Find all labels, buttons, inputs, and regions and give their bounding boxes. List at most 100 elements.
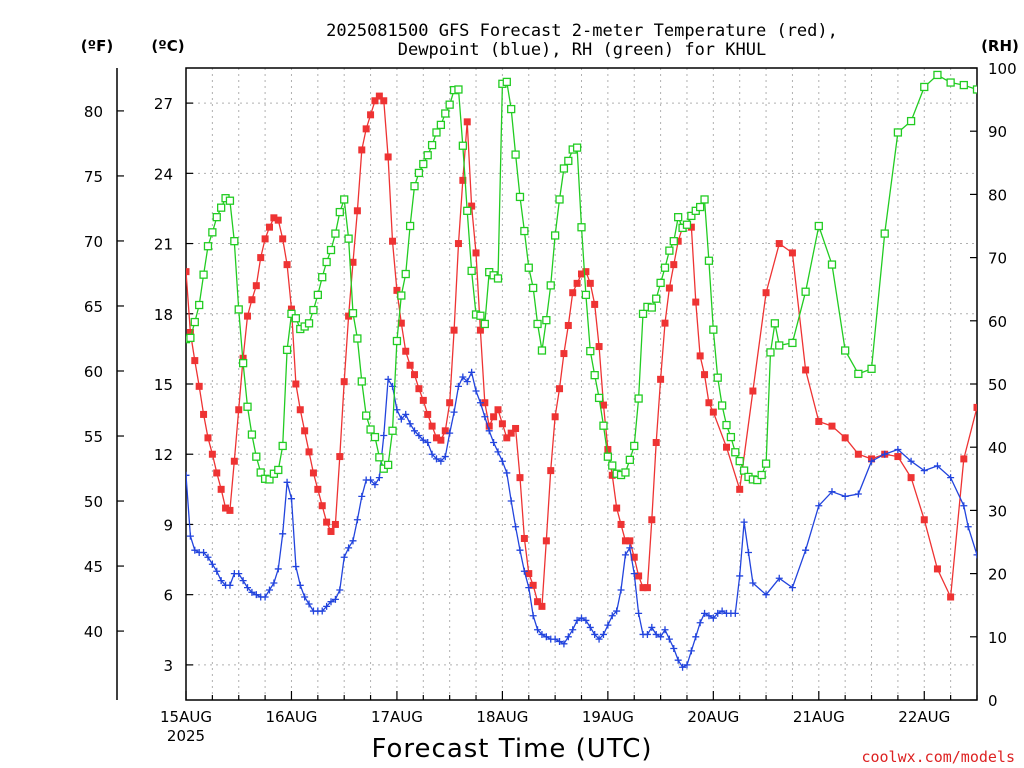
- temperature-point: [534, 598, 542, 606]
- rh-point: [234, 305, 243, 314]
- temperature-point: [762, 289, 770, 297]
- rh-point: [335, 207, 344, 217]
- credit-text: coolwx.com/models: [861, 748, 1015, 766]
- dewpoint-point: [296, 581, 304, 589]
- temperature-point: [525, 570, 533, 578]
- rh-point: [507, 104, 516, 114]
- rh-point: [410, 182, 419, 191]
- rh-point: [476, 311, 485, 320]
- temperature-point: [723, 443, 731, 451]
- fahrenheit-tick-label: 80: [84, 103, 103, 121]
- temperature-point: [230, 457, 238, 465]
- rh-point: [660, 263, 670, 272]
- dewpoint-point: [406, 420, 414, 428]
- dewpoint-point: [485, 427, 493, 435]
- temperature-point: [648, 516, 656, 524]
- temperature-point: [261, 235, 269, 243]
- x-tick-label: 16AUG: [265, 708, 317, 726]
- rh-point: [256, 468, 265, 477]
- rh-point: [814, 221, 823, 231]
- rh-point: [326, 245, 336, 255]
- rh-point: [331, 229, 340, 238]
- dewpoint-point: [626, 544, 634, 552]
- rh-point: [572, 143, 582, 152]
- temperature-point: [340, 378, 348, 386]
- temperature-point: [788, 249, 796, 257]
- temperature-point: [411, 371, 419, 379]
- dewpoint-point: [542, 633, 550, 641]
- dewpoint-point: [468, 368, 476, 376]
- rh-point: [827, 260, 837, 269]
- dewpoint-point: [582, 616, 590, 624]
- temperature-point: [371, 97, 379, 105]
- y-tick-labels: 3 6 9 12 15 18 21 24 27 40 45 50 55 60 65 70 75 80 0 10 20 30…: [84, 60, 1017, 710]
- temperature-point: [389, 237, 397, 245]
- rh-point: [634, 394, 643, 403]
- rh-point: [766, 348, 775, 357]
- temperature-point: [670, 261, 678, 269]
- dewpoint-point: [854, 490, 862, 498]
- rh-point: [867, 364, 876, 373]
- temperature-point: [437, 436, 445, 444]
- temperature-point: [775, 240, 783, 248]
- dewpoint-point: [345, 544, 353, 552]
- temperature-point: [586, 279, 594, 287]
- rh-point: [212, 213, 221, 222]
- dewpoint-point: [384, 375, 392, 383]
- dewpoint-point: [841, 492, 849, 500]
- dewpoint-point: [762, 591, 770, 599]
- rh-point: [987, 96, 994, 103]
- temperature-point: [265, 223, 273, 231]
- rh-point: [344, 234, 353, 243]
- rh-point: [590, 371, 599, 380]
- rh-point: [511, 150, 520, 159]
- temperature-point: [402, 347, 410, 355]
- temperature-point: [516, 474, 524, 482]
- dewpoint-point: [674, 656, 682, 664]
- temperature-point: [613, 504, 621, 512]
- rh-tick-label: 50: [988, 376, 1007, 394]
- temperature-point: [384, 153, 392, 161]
- temperature-point: [705, 399, 713, 407]
- temperature-point: [468, 202, 476, 210]
- rh-point: [550, 231, 560, 240]
- temperature-point: [749, 387, 757, 395]
- rh-point: [414, 168, 424, 178]
- rh-point: [383, 460, 393, 470]
- temperature-point: [701, 371, 709, 379]
- dewpoint-point: [415, 431, 423, 439]
- dewpoint-point: [788, 584, 796, 592]
- dewpoint-point: [749, 579, 757, 587]
- temperature-point: [257, 254, 265, 262]
- axes: [116, 67, 978, 701]
- dewpoint-point: [476, 399, 484, 407]
- rh-tick-label: 60: [988, 313, 1007, 331]
- temperature-point: [331, 520, 339, 528]
- rh-point: [933, 70, 942, 80]
- temperature-point: [362, 125, 370, 133]
- dewpoint-point: [714, 609, 722, 617]
- dewpoint-point: [213, 567, 221, 575]
- dewpoint-point: [894, 446, 902, 454]
- rh-point: [362, 411, 371, 420]
- temperature-point: [353, 207, 361, 215]
- rh-point: [357, 377, 366, 386]
- rh-tick-label: 90: [988, 123, 1007, 141]
- rh-point: [186, 333, 195, 343]
- rh-point: [247, 430, 257, 439]
- temperature-point: [687, 223, 695, 231]
- temperature-point: [828, 422, 836, 430]
- dewpoint-point: [446, 429, 454, 437]
- temperature-point: [657, 375, 665, 383]
- fahrenheit-tick-label: 75: [84, 168, 103, 186]
- x-tick-label: 22AUG: [898, 708, 950, 726]
- dewpoint-point: [538, 630, 546, 638]
- rh-tick-label: 70: [988, 250, 1007, 268]
- dewpoint-point: [494, 448, 502, 456]
- dewpoint-point: [630, 570, 638, 578]
- rh-point: [920, 82, 929, 92]
- temperature-point: [696, 352, 704, 360]
- dewpoint-point: [907, 457, 915, 465]
- dewpoint-point: [239, 577, 247, 585]
